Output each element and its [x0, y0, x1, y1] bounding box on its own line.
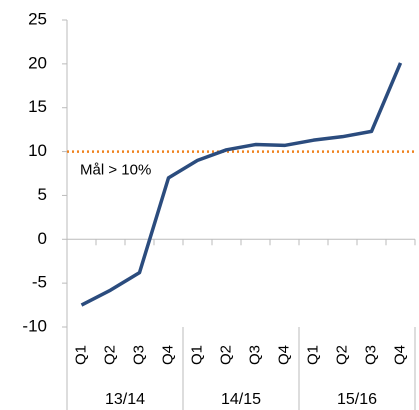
x-tick-label: Q3: [130, 345, 147, 365]
x-tick-label: Q2: [101, 345, 118, 365]
group-label: 14/15: [221, 391, 261, 408]
x-tick-label: Q4: [391, 345, 408, 365]
x-tick-label: Q3: [362, 345, 379, 365]
x-tick-label: Q3: [246, 345, 263, 365]
y-tick-label: 0: [38, 229, 47, 248]
target-label: Mål > 10%: [80, 162, 151, 179]
x-tick-label: Q2: [333, 345, 350, 365]
x-tick-label: Q4: [275, 345, 292, 365]
y-tick-label: -10: [22, 316, 47, 335]
x-tick-label: Q1: [188, 345, 205, 365]
y-tick-label: 20: [28, 53, 47, 72]
x-tick-label: Q4: [159, 345, 176, 365]
y-tick-label: 5: [38, 185, 47, 204]
group-label: 15/16: [337, 391, 377, 408]
y-tick-label: 15: [28, 97, 47, 116]
y-tick-label: 25: [28, 9, 47, 28]
series-line: [80, 62, 403, 307]
x-tick-label: Q1: [304, 345, 321, 365]
x-tick-label: Q2: [217, 345, 234, 365]
y-tick-label: -5: [32, 273, 47, 292]
x-tick-label: Q1: [72, 345, 89, 365]
group-label: 13/14: [105, 391, 145, 408]
y-tick-label: 10: [28, 141, 47, 160]
